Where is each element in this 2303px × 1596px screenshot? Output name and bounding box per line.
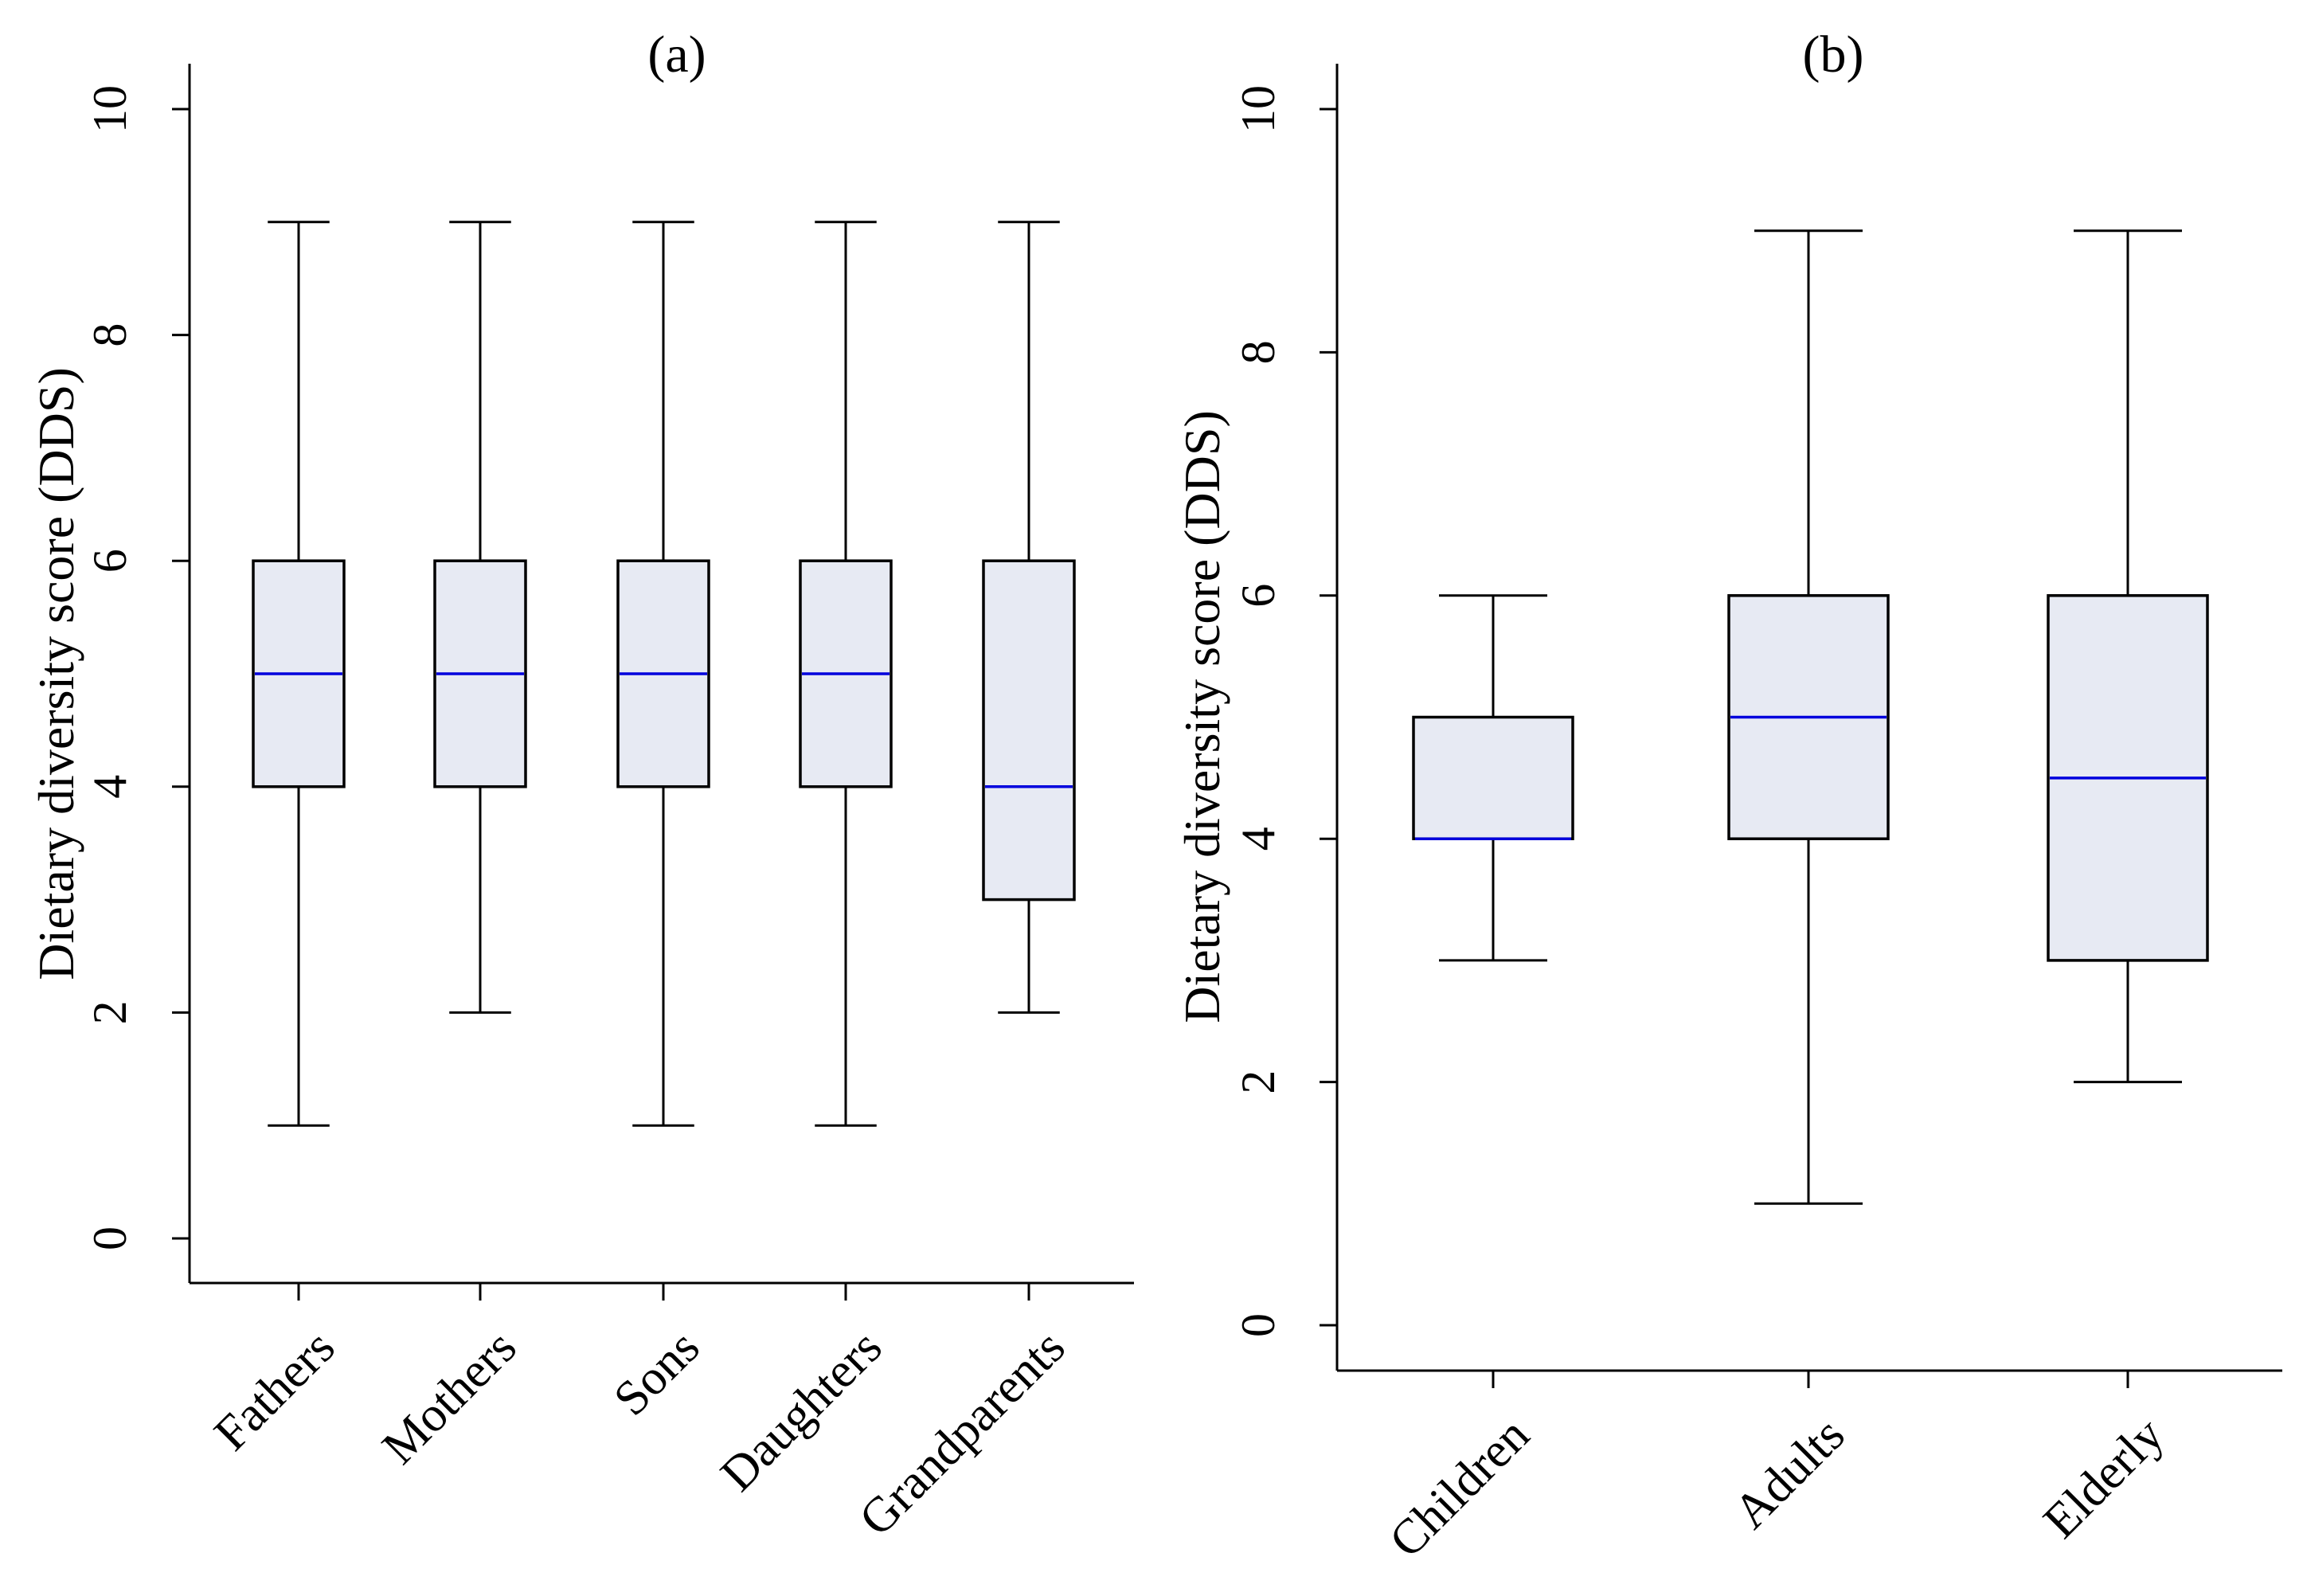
x-tick-label-children: Children	[1379, 1407, 1540, 1568]
box-sons	[616, 221, 710, 1127]
x-tick-label-sons: Sons	[604, 1320, 710, 1426]
panel-a-y-tick-label: 4	[84, 775, 136, 799]
panel-a-y-tick-label: 0	[84, 1226, 136, 1250]
panel-b-y-tick-label: 4	[1232, 827, 1284, 851]
panel-b-y-tick-label: 6	[1232, 584, 1284, 608]
panel-b-y-axis-label: Dietary diversity score (DDS)	[1174, 410, 1230, 1023]
panel-a-y-tick-label: 8	[84, 323, 136, 347]
panel-a-y-tick-label: 2	[84, 1000, 136, 1024]
box-fathers	[252, 221, 346, 1127]
box-daughters	[799, 221, 893, 1127]
x-tick-label-daughters: Daughters	[710, 1320, 892, 1501]
panel-a-box-plot: 0 2 4 6 8 10 Dietary diversity score (DDS) (a) F…	[28, 25, 1134, 1547]
x-tick-label-fathers: Fathers	[204, 1320, 345, 1461]
box-adults	[1727, 229, 1890, 1205]
box-elderly	[2047, 229, 2209, 1084]
panel-b-title: (b)	[1803, 25, 1864, 84]
panel-b-y-tick-label: 2	[1232, 1070, 1284, 1094]
x-tick-label-adults: Adults	[1723, 1407, 1855, 1539]
panel-b-y-tick-label: 10	[1232, 85, 1284, 133]
box-mothers	[433, 221, 527, 1014]
box-rect-grandparents	[982, 559, 1076, 902]
x-tick-label-mothers: Mothers	[372, 1320, 526, 1474]
panel-b-y-tick-label: 8	[1232, 340, 1284, 364]
panel-a-title: (a)	[647, 25, 706, 84]
box-children	[1412, 594, 1574, 962]
box-grandparents	[982, 221, 1076, 1014]
box-rect-children	[1412, 715, 1574, 840]
panel-a-y-tick-label: 10	[84, 85, 136, 133]
panel-b-box-plot: 0 2 4 6 8 10 Dietary diversity score (DDS) (b) C…	[1174, 25, 2282, 1568]
panel-b-y-tick-label: 0	[1232, 1313, 1284, 1337]
x-tick-label-elderly: Elderly	[2033, 1407, 2174, 1548]
panel-a-y-axis-label: Dietary diversity score (DDS)	[28, 367, 84, 980]
panel-a-y-tick-label: 6	[84, 549, 136, 573]
